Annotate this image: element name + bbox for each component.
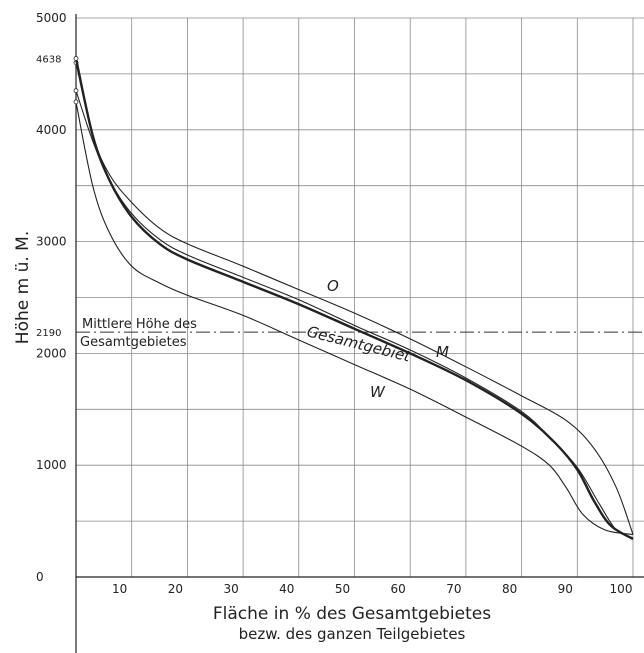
series-label-o: O (327, 277, 339, 295)
x-tick-label: 80 (502, 582, 517, 596)
x-tick-label: 60 (391, 582, 406, 596)
y-tick-label: 2000 (36, 346, 67, 360)
series-start-point-gesamtgebiet (73, 56, 79, 61)
x-tick-label: 10 (112, 582, 127, 596)
x-tick-label: 50 (335, 582, 350, 596)
x-tick-label: 40 (279, 582, 294, 596)
series-label-gesamtgebiet: Gesamtgebiet (305, 322, 413, 365)
y-tick-label: 1000 (36, 458, 67, 472)
y-tick-label: 0 (36, 570, 44, 584)
series-curves (73, 56, 634, 541)
mean-height-label-line1: Mittlere Höhe des (82, 317, 197, 332)
x-tick-label: 100 (610, 582, 633, 596)
series-label-w: W (370, 383, 386, 401)
x-tick-label: 70 (446, 582, 461, 596)
series-start-point-w (73, 99, 79, 105)
x-tick-label: 30 (223, 582, 238, 596)
series-start-point-m (73, 88, 79, 94)
x-axis-sublabel: bezw. des ganzen Teilgebietes (239, 625, 466, 643)
series-line-gesamtgebiet (74, 58, 634, 541)
axes (75, 14, 644, 653)
y-tick-label: 4000 (36, 123, 67, 137)
y-tick-label: 5000 (36, 11, 67, 25)
series-line-o (75, 62, 634, 535)
tick-labels: 10 20 30 40 50 60 70 80 90 1000100020003000400050… (36, 11, 632, 596)
y-axis-label: Höhe m ü. M. (13, 231, 33, 344)
x-tick-label: 90 (558, 582, 573, 596)
y-tick-label-special: 4638 (36, 54, 61, 65)
y-tick-label-special: 2190 (36, 328, 61, 339)
series-label-m: M (436, 343, 449, 361)
series-labels: O M Gesamtgebiet W (305, 277, 449, 401)
series-line-w (75, 101, 634, 536)
y-tick-label: 3000 (36, 235, 67, 249)
reference-line-group: Mittlere Höhe des Gesamtgebietes (76, 317, 644, 350)
series-line-m (75, 90, 634, 539)
x-tick-label: 20 (168, 582, 183, 596)
x-axis-label: Fläche in % des Gesamtgebietes (213, 604, 491, 624)
grid (76, 17, 644, 577)
mean-height-label-line2: Gesamtgebietes (80, 335, 187, 350)
